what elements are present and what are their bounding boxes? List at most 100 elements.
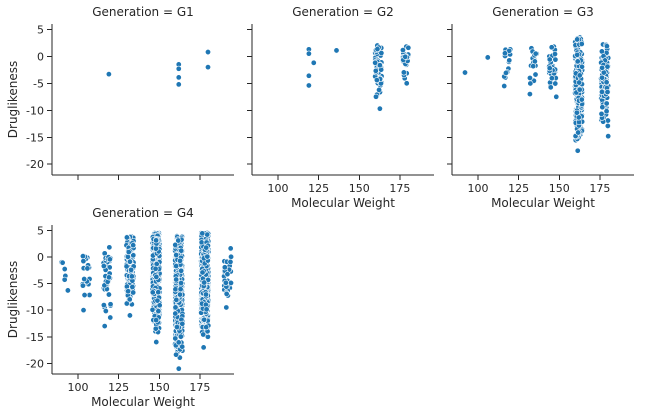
data-point — [551, 51, 558, 58]
y-tick-label: 5 — [37, 224, 44, 237]
data-point — [100, 263, 107, 270]
data-point — [599, 64, 606, 71]
data-point — [200, 331, 207, 338]
data-point — [376, 62, 383, 69]
y-tick-label: 5 — [37, 23, 44, 36]
data-point — [172, 335, 179, 342]
data-point — [574, 58, 581, 65]
data-point — [64, 287, 71, 294]
data-point — [223, 290, 230, 297]
data-point — [374, 46, 381, 53]
data-point — [376, 86, 383, 93]
data-point — [177, 286, 184, 293]
points-group — [461, 34, 612, 154]
panel-title: Generation = G2 — [292, 5, 394, 19]
y-tick-label: -10 — [26, 104, 44, 117]
data-point — [179, 343, 186, 350]
data-point — [107, 301, 114, 308]
data-point — [86, 292, 93, 299]
data-point — [175, 65, 182, 72]
data-point — [546, 65, 553, 72]
x-axis-label: Molecular Weight — [91, 395, 195, 409]
data-point — [202, 291, 209, 298]
points-group — [105, 49, 212, 88]
data-point — [605, 133, 612, 140]
x-axis-label: Molecular Weight — [491, 196, 595, 210]
data-point — [532, 71, 539, 78]
data-point — [153, 339, 160, 346]
data-point — [203, 306, 210, 313]
data-point — [173, 252, 180, 259]
data-point — [547, 84, 554, 91]
data-point — [61, 266, 68, 273]
data-point — [574, 51, 581, 58]
data-point — [155, 289, 162, 296]
data-point — [603, 43, 610, 50]
data-point — [203, 244, 210, 251]
data-point — [530, 63, 537, 70]
data-point — [574, 147, 581, 154]
data-point — [173, 276, 180, 283]
x-tick-label: 125 — [508, 182, 529, 195]
data-point — [59, 259, 66, 266]
data-point — [172, 286, 179, 293]
data-point — [61, 276, 68, 283]
data-point — [106, 244, 113, 251]
data-point — [576, 86, 583, 93]
data-point — [80, 307, 87, 314]
y-tick-label: 0 — [37, 251, 44, 264]
data-point — [604, 122, 611, 129]
data-point — [227, 245, 234, 252]
data-point — [548, 75, 555, 82]
data-point — [546, 56, 553, 63]
data-point — [604, 63, 611, 70]
x-tick-label: 100 — [468, 182, 489, 195]
data-point — [177, 333, 184, 340]
data-point — [575, 129, 582, 136]
data-point — [79, 282, 86, 289]
data-point — [461, 69, 468, 76]
x-axis-label: Molecular Weight — [291, 196, 395, 210]
data-point — [372, 59, 379, 66]
data-point — [399, 47, 406, 54]
data-point — [372, 93, 379, 100]
data-point — [578, 96, 585, 103]
x-tick-label: 150 — [149, 381, 170, 394]
y-tick-label: 0 — [37, 50, 44, 63]
data-point — [175, 237, 182, 244]
data-point — [227, 258, 234, 265]
points-group — [305, 42, 412, 112]
data-point — [574, 36, 581, 43]
x-tick-label: 100 — [268, 182, 289, 195]
data-point — [153, 273, 160, 280]
data-point — [598, 88, 605, 95]
data-point — [224, 271, 231, 278]
panel-title: Generation = G3 — [492, 5, 594, 19]
data-point — [126, 312, 133, 319]
data-point — [173, 351, 180, 358]
points-group — [58, 229, 235, 372]
data-point — [228, 253, 235, 260]
data-point — [599, 104, 606, 111]
data-point — [126, 296, 133, 303]
data-point — [484, 54, 491, 61]
data-point — [333, 47, 340, 54]
data-point — [175, 365, 182, 372]
data-point — [576, 79, 583, 86]
data-point — [305, 50, 312, 57]
data-point — [222, 279, 229, 286]
data-point — [305, 82, 312, 89]
data-point — [105, 274, 112, 281]
data-point — [130, 252, 137, 259]
data-point — [527, 80, 534, 87]
data-point — [199, 230, 206, 237]
data-point — [107, 314, 114, 321]
data-point — [106, 256, 113, 263]
x-tick-label: 175 — [389, 182, 410, 195]
data-point — [172, 241, 179, 248]
data-point — [598, 110, 605, 117]
y-tick-label: -20 — [26, 357, 44, 370]
data-point — [129, 283, 136, 290]
facet-panel-4: Generation = G4 5 0 -5 -10 -15 -20 100 125 150 175… — [6, 206, 235, 409]
